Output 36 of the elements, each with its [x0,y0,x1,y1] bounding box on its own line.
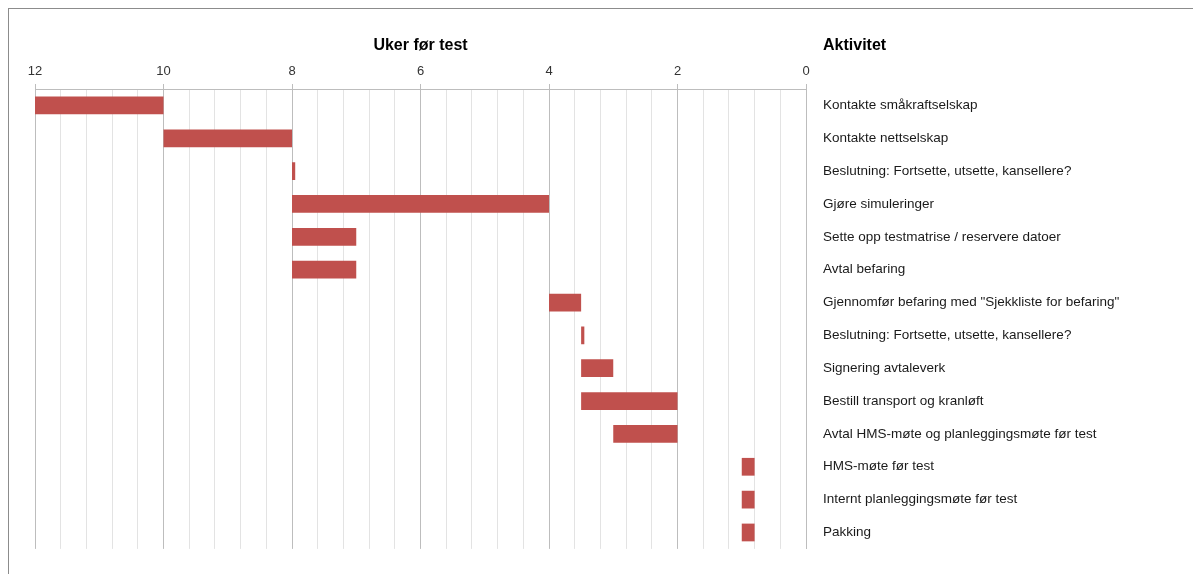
bar [163,129,292,148]
y-tick-label: Beslutning: Fortsette, utsette, kansellere? [823,327,1072,343]
bar [581,359,614,378]
y-tick-label: Beslutning: Fortsette, utsette, kansellere? [823,162,1072,178]
x-tick-label: 2 [673,62,682,78]
x-tick-label: 0 [802,62,810,78]
bar [613,425,678,443]
x-tick-label: 8 [288,62,296,78]
bar [35,96,164,115]
x-tick-label: 4 [545,62,553,78]
bar [549,293,582,312]
y-tick-label: HMS-møte før test [823,458,935,474]
y-tick-label: Signering avtaleverk [823,359,946,375]
bar [741,523,755,542]
x-tick-label: 12 [27,62,43,78]
y-tick-label: Internt planleggingsmøte før test [823,491,1018,507]
bar [292,227,357,246]
x-axis-title: Uker før test [373,36,469,54]
y-tick-label: Pakking [823,524,872,540]
y-tick-label: Bestill transport og kranløft [823,392,984,408]
y-tick-label: Sette opp testmatrise / reservere datoer [823,228,1062,244]
y-axis-title: Aktivitet [823,36,887,54]
x-tick-label: 6 [416,62,425,78]
x-tick-label: 10 [156,62,171,78]
y-tick-label: Kontakte småkraftselskap [823,97,978,113]
y-tick-label: Gjennomfør befaring med "Sjekkliste for befaring" [823,294,1120,310]
y-tick-label: Kontakte nettselskap [823,129,949,145]
bar [292,162,296,180]
bar [581,392,678,410]
y-tick-label: Avtal befaring [823,261,906,277]
bar [741,457,755,476]
y-tick-label: Avtal HMS-møte og planleggingsmøte før test [823,425,1097,441]
bar [292,260,357,279]
bar [741,490,755,509]
y-tick-label: Gjøre simuleringer [823,195,935,211]
bar [292,195,549,213]
